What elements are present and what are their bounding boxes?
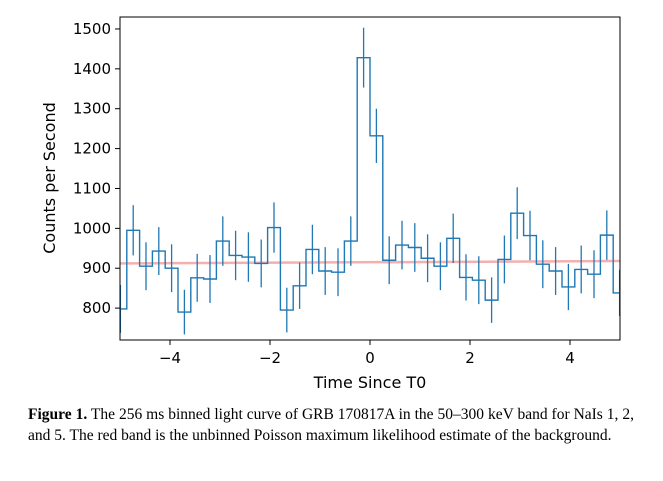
x-tick-label: −4 <box>159 349 181 367</box>
y-axis-label: Counts per Second <box>40 102 59 253</box>
y-tick-label: 1200 <box>73 140 111 158</box>
figure-label: Figure 1. <box>28 406 88 423</box>
x-tick-label: 4 <box>565 349 575 367</box>
y-tick-label: 900 <box>82 259 111 277</box>
background-estimate-band <box>120 259 620 265</box>
y-axis-ticks: 800 900 1000 1100 1200 1300 1400 1500 <box>73 20 120 317</box>
x-axis-ticks: −4 −2 0 2 4 <box>159 340 575 367</box>
y-tick-label: 800 <box>82 299 111 317</box>
figure-caption: Figure 1. The 256 ms binned light curve … <box>28 404 634 446</box>
y-tick-label: 1500 <box>73 20 111 38</box>
light-curve-line <box>120 56 620 313</box>
x-tick-label: 0 <box>365 349 375 367</box>
y-tick-label: 1000 <box>73 219 111 237</box>
background-line <box>120 259 620 265</box>
x-axis-label: Time Since T0 <box>313 373 427 392</box>
caption-text: The 256 ms binned light curve of GRB 170… <box>28 406 635 444</box>
y-tick-label: 1400 <box>73 60 111 78</box>
light-curve-steps <box>120 56 620 313</box>
y-tick-label: 1300 <box>73 100 111 118</box>
x-tick-label: 2 <box>465 349 475 367</box>
y-tick-label: 1100 <box>73 179 111 197</box>
x-tick-label: −2 <box>259 349 281 367</box>
light-curve-chart: −4 −2 0 2 4 800 900 1000 1100 1200 1300 1400 1500 T… <box>40 16 621 392</box>
